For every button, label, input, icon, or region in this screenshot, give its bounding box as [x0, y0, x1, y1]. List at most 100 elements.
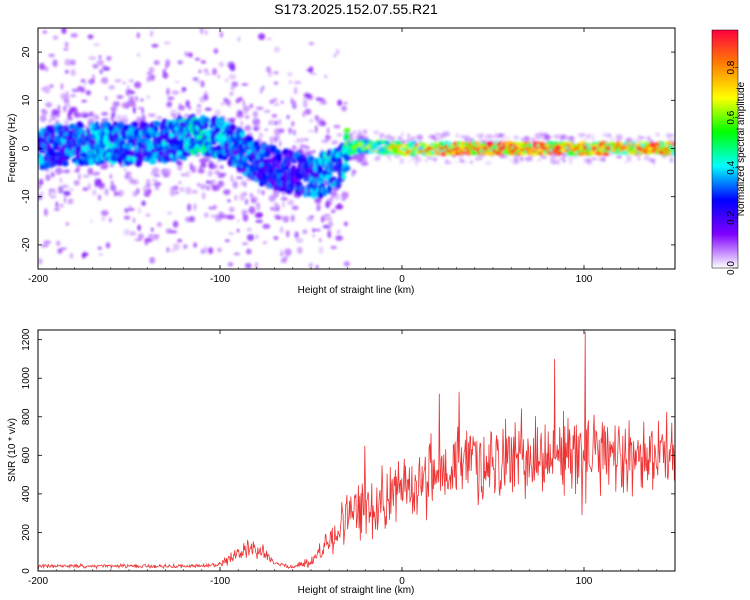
heatmap-noise-cell: [427, 155, 432, 160]
heatmap-noise-cell: [87, 111, 95, 117]
heatmap-noise-cell: [210, 214, 219, 218]
heatmap-noise-cell: [225, 78, 228, 83]
heatmap-noise-cell: [335, 235, 344, 241]
heatmap-noise-cell: [341, 105, 347, 112]
heatmap-noise-cell: [653, 160, 656, 166]
heatmap-noise-cell: [52, 189, 57, 195]
heatmap-noise-cell: [341, 198, 346, 201]
heatmap-y-axis-label: Frequency (Hz): [7, 114, 18, 183]
heatmap-noise-cell: [291, 145, 295, 150]
heatmap-y-tick-label: -10: [21, 189, 32, 204]
heatmap-noise-cell: [280, 101, 284, 104]
heatmap-noise-cell: [274, 202, 278, 207]
heatmap-noise-cell: [255, 219, 264, 223]
heatmap-noise-cell: [48, 119, 52, 123]
heatmap-noise-cell: [137, 233, 144, 240]
heatmap-ridge-cell: [241, 155, 248, 162]
heatmap-ridge-cell: [204, 120, 209, 130]
heatmap-noise-cell: [256, 203, 261, 211]
heatmap-noise-cell: [179, 186, 185, 193]
colorbar-gradient: [711, 29, 739, 269]
heatmap-ridge-cell: [567, 151, 574, 156]
heatmap-noise-cell: [145, 178, 151, 186]
heatmap-noise-cell: [466, 134, 470, 138]
heatmap-noise-cell: [206, 180, 210, 184]
heatmap-ridge-cell: [470, 151, 477, 156]
heatmap-noise-cell: [82, 187, 89, 191]
heatmap-ridge-cell: [296, 180, 302, 187]
heatmap-noise-cell: [45, 174, 51, 182]
heatmap-noise-cell: [228, 262, 233, 267]
heatmap-noise-cell: [114, 79, 122, 83]
heatmap-noise-cell: [39, 191, 44, 196]
colorbar-tick-label: 0.4: [726, 160, 737, 174]
heatmap-noise-cell: [455, 160, 458, 164]
heatmap-noise-cell: [92, 172, 100, 177]
heatmap-noise-cell: [501, 138, 504, 142]
heatmap-noise-cell: [634, 138, 641, 144]
heatmap-noise-cell: [126, 93, 130, 96]
heatmap-noise-cell: [327, 235, 332, 239]
heatmap-noise-cell: [234, 194, 238, 201]
heatmap-noise-cell: [274, 137, 277, 144]
heatmap-noise-cell: [524, 156, 533, 162]
heatmap-noise-cell: [320, 149, 323, 152]
heatmap-noise-cell: [124, 207, 129, 213]
heatmap-noise-cell: [162, 69, 166, 74]
heatmap-noise-cell: [283, 256, 289, 259]
heatmap-noise-cell: [102, 66, 111, 71]
heatmap-noise-cell: [261, 85, 265, 90]
heatmap-noise-cell: [271, 114, 278, 118]
heatmap-noise-cell: [87, 34, 94, 40]
heatmap-noise-cell: [156, 116, 163, 120]
colorbar-tick-label: 0.2: [726, 211, 737, 225]
heatmap-noise-cell: [199, 183, 207, 190]
heatmap-noise-cell: [177, 60, 183, 65]
snr-y-axis-label: SNR (10 * v/v): [7, 418, 18, 482]
colorbar: 0.0 0.2 0.4 0.6 0.8 Normalized spectral ampl…: [711, 29, 747, 275]
heatmap-noise-cell: [166, 247, 170, 253]
heatmap-noise-cell: [88, 56, 97, 60]
heatmap-noise-cell: [407, 133, 410, 139]
heatmap-noise-cell: [199, 28, 204, 35]
snr-y-tick-label: 400: [21, 485, 32, 502]
heatmap-noise-cell: [330, 245, 338, 250]
snr-y-tick-label: 0: [21, 568, 32, 574]
heatmap-noise-cell: [279, 215, 286, 221]
heatmap-noise-cell: [210, 180, 213, 187]
heatmap-noise-cell: [337, 228, 341, 234]
heatmap-noise-cell: [294, 81, 302, 85]
heatmap-noise-cell: [608, 137, 616, 141]
heatmap-noise-cell: [185, 99, 190, 108]
heatmap-noise-cell: [212, 204, 217, 210]
heatmap-noise-cell: [145, 213, 151, 217]
heatmap-noise-cell: [63, 105, 67, 113]
heatmap-noise-cell: [383, 135, 388, 139]
heatmap-noise-cell: [287, 199, 295, 206]
heatmap-noise-cell: [511, 161, 520, 165]
heatmap-noise-cell: [45, 102, 52, 108]
heatmap-peak-cell: [470, 146, 477, 151]
heatmap-noise-cell: [353, 170, 357, 174]
heatmap-peak-cell: [555, 146, 562, 151]
heatmap-noise-cell: [343, 221, 348, 227]
heatmap-noise-cell: [249, 103, 254, 109]
heatmap-noise-cell: [302, 98, 309, 102]
heatmap-ridge-cell: [82, 146, 90, 152]
heatmap-noise-cell: [224, 98, 230, 106]
heatmap-noise-cell: [324, 75, 328, 79]
heatmap-noise-cell: [112, 101, 120, 107]
heatmap-noise-cell: [288, 127, 293, 135]
heatmap-noise-cell: [460, 159, 465, 163]
heatmap-noise-cell: [287, 72, 293, 77]
heatmap-noise-cell: [293, 140, 297, 144]
heatmap-noise-cell: [292, 103, 297, 110]
heatmap-noise-cell: [121, 102, 130, 109]
heatmap-noise-cell: [312, 228, 315, 233]
heatmap-noise-cell: [51, 109, 59, 116]
heatmap-ridge-cell: [647, 151, 652, 156]
heatmap-noise-cell: [93, 114, 99, 120]
heatmap-noise-cell: [416, 134, 424, 141]
heatmap-noise-cell: [399, 158, 405, 165]
